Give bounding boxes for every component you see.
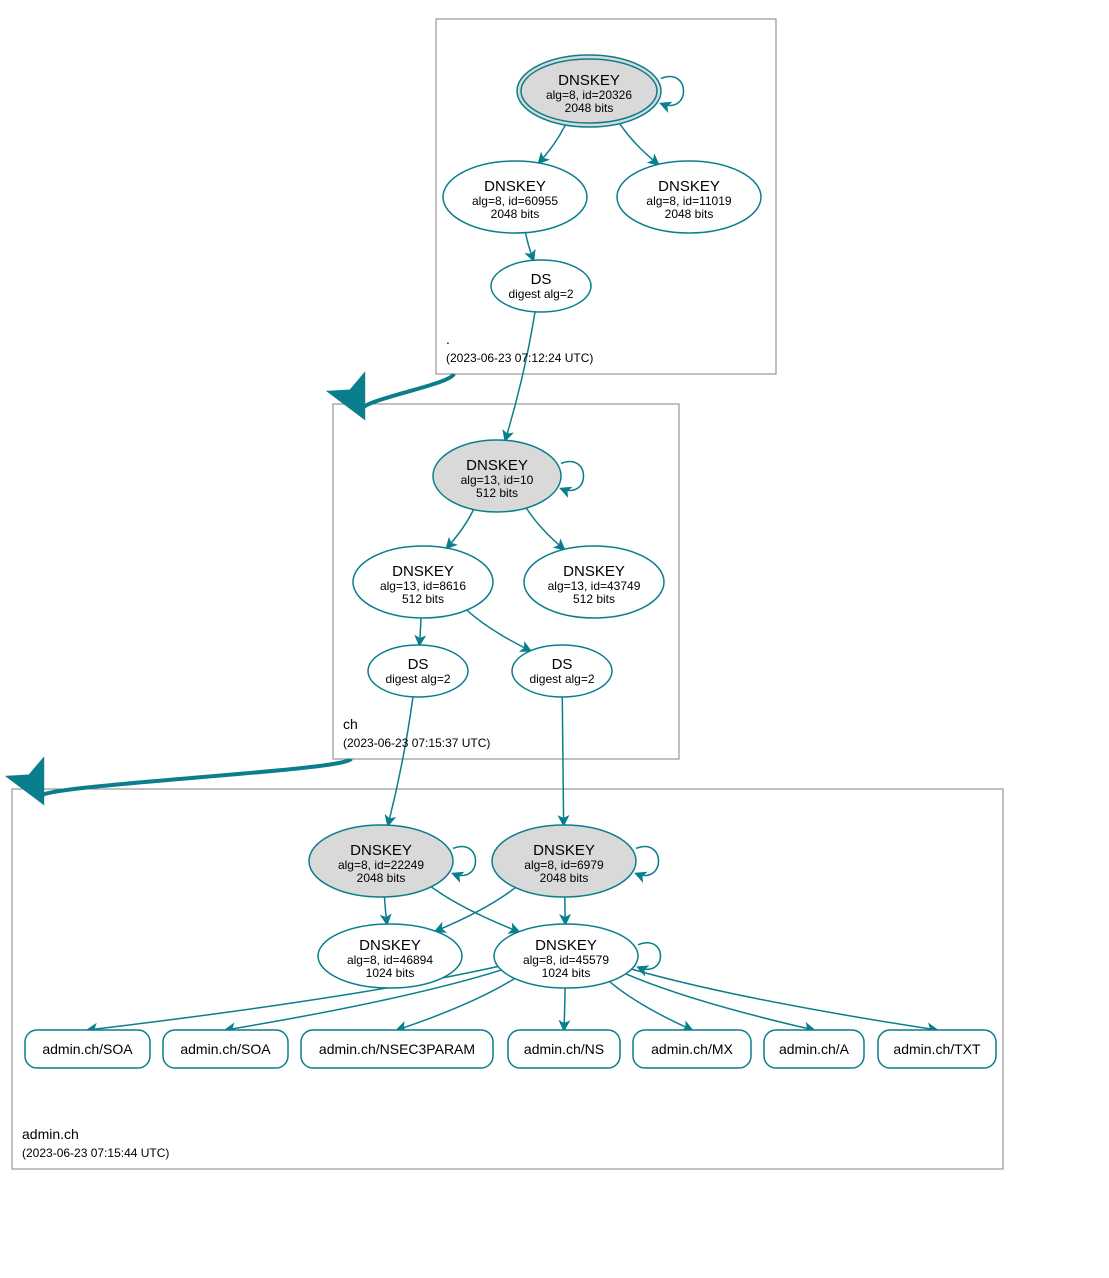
- node-line3: 1024 bits: [366, 966, 415, 980]
- node-line2: alg=8, id=60955: [472, 194, 558, 208]
- record-label: admin.ch/TXT: [893, 1041, 981, 1057]
- edge: [562, 697, 563, 825]
- node-ch_ds1: DSdigest alg=2: [368, 645, 468, 697]
- node-title: DNSKEY: [466, 457, 528, 474]
- edge: [620, 124, 659, 165]
- edge: [632, 969, 937, 1030]
- node-title: DNSKEY: [563, 563, 625, 580]
- node-adm_ksk1: DNSKEYalg=8, id=222492048 bits: [309, 825, 453, 897]
- node-line2: alg=8, id=46894: [347, 953, 433, 967]
- node-line2: alg=8, id=6979: [524, 858, 604, 872]
- zone-arrow: [361, 374, 454, 412]
- node-line2: alg=13, id=10: [461, 473, 534, 487]
- edge-selfloop: [453, 846, 476, 875]
- node-title: DNSKEY: [484, 178, 546, 195]
- edge-selfloop: [661, 76, 684, 105]
- edge: [419, 618, 421, 645]
- record-label: admin.ch/NS: [524, 1041, 604, 1057]
- edge: [435, 888, 515, 932]
- node-title: DS: [552, 656, 573, 673]
- node-title: DS: [531, 271, 552, 288]
- edge: [626, 974, 814, 1030]
- zone-timestamp-ch: (2023-06-23 07:15:37 UTC): [343, 736, 490, 750]
- node-line3: 2048 bits: [357, 871, 406, 885]
- edge-selfloop: [636, 846, 659, 875]
- record-r7: admin.ch/TXT: [878, 1030, 996, 1068]
- node-line3: 512 bits: [402, 592, 444, 606]
- node-line2: alg=8, id=11019: [646, 194, 732, 208]
- node-adm_k2: DNSKEYalg=8, id=455791024 bits: [494, 924, 638, 988]
- edge: [539, 125, 566, 163]
- edge: [609, 982, 692, 1030]
- node-line2: alg=13, id=43749: [548, 579, 641, 593]
- node-title: DS: [408, 656, 429, 673]
- node-title: DNSKEY: [350, 842, 412, 859]
- node-title: DNSKEY: [392, 563, 454, 580]
- edge: [467, 610, 531, 651]
- edge-selfloop: [561, 461, 584, 490]
- record-r2: admin.ch/SOA: [163, 1030, 288, 1068]
- record-label: admin.ch/A: [779, 1041, 850, 1057]
- node-root_ksk: DNSKEYalg=8, id=203262048 bits: [517, 55, 661, 127]
- edge: [564, 988, 565, 1030]
- record-r3: admin.ch/NSEC3PARAM: [301, 1030, 493, 1068]
- node-line2: digest alg=2: [529, 672, 594, 686]
- edge: [388, 697, 413, 825]
- node-ch_k2: DNSKEYalg=13, id=43749512 bits: [524, 546, 664, 618]
- node-title: DNSKEY: [535, 937, 597, 954]
- zone-name-ch: ch: [343, 716, 358, 732]
- node-root_ds: DSdigest alg=2: [491, 260, 591, 312]
- node-title: DNSKEY: [558, 72, 620, 89]
- edge: [384, 897, 387, 924]
- record-r5: admin.ch/MX: [633, 1030, 751, 1068]
- record-label: admin.ch/MX: [651, 1041, 733, 1057]
- dnssec-diagram: DNSKEYalg=8, id=203262048 bitsDNSKEYalg=…: [0, 0, 1109, 1278]
- node-line2: digest alg=2: [508, 287, 573, 301]
- node-line3: 2048 bits: [540, 871, 589, 885]
- record-label: admin.ch/SOA: [42, 1041, 133, 1057]
- node-root_k1: DNSKEYalg=8, id=609552048 bits: [443, 161, 587, 233]
- zone-timestamp-root: (2023-06-23 07:12:24 UTC): [446, 351, 593, 365]
- node-line2: alg=8, id=20326: [546, 88, 632, 102]
- node-title: DNSKEY: [658, 178, 720, 195]
- edge: [525, 233, 533, 261]
- record-label: admin.ch/NSEC3PARAM: [319, 1041, 475, 1057]
- node-ch_ksk: DNSKEYalg=13, id=10512 bits: [433, 440, 561, 512]
- node-line3: 512 bits: [573, 592, 615, 606]
- record-r6: admin.ch/A: [764, 1030, 864, 1068]
- node-line3: 2048 bits: [565, 101, 614, 115]
- node-line3: 512 bits: [476, 486, 518, 500]
- node-ch_k1: DNSKEYalg=13, id=8616512 bits: [353, 546, 493, 618]
- edge: [526, 508, 564, 549]
- node-line3: 2048 bits: [665, 207, 714, 221]
- node-ch_ds2: DSdigest alg=2: [512, 645, 612, 697]
- record-label: admin.ch/SOA: [180, 1041, 271, 1057]
- node-line3: 2048 bits: [491, 207, 540, 221]
- node-adm_k1: DNSKEYalg=8, id=468941024 bits: [318, 924, 462, 988]
- node-line2: alg=8, id=45579: [523, 953, 609, 967]
- zone-name-root: .: [446, 331, 450, 347]
- edge: [565, 897, 566, 924]
- node-line2: digest alg=2: [385, 672, 450, 686]
- record-r1: admin.ch/SOA: [25, 1030, 150, 1068]
- node-root_k2: DNSKEYalg=8, id=110192048 bits: [617, 161, 761, 233]
- node-title: DNSKEY: [359, 937, 421, 954]
- edge: [431, 887, 519, 932]
- zone-arrow: [40, 759, 351, 797]
- node-title: DNSKEY: [533, 842, 595, 859]
- zone-timestamp-admin: (2023-06-23 07:15:44 UTC): [22, 1146, 169, 1160]
- node-adm_ksk2: DNSKEYalg=8, id=69792048 bits: [492, 825, 636, 897]
- edge-selfloop: [638, 943, 661, 969]
- node-line3: 1024 bits: [542, 966, 591, 980]
- node-line2: alg=13, id=8616: [380, 579, 466, 593]
- edge: [447, 510, 474, 549]
- record-r4: admin.ch/NS: [508, 1030, 620, 1068]
- node-line2: alg=8, id=22249: [338, 858, 424, 872]
- zone-name-admin: admin.ch: [22, 1126, 79, 1142]
- edge: [505, 312, 535, 440]
